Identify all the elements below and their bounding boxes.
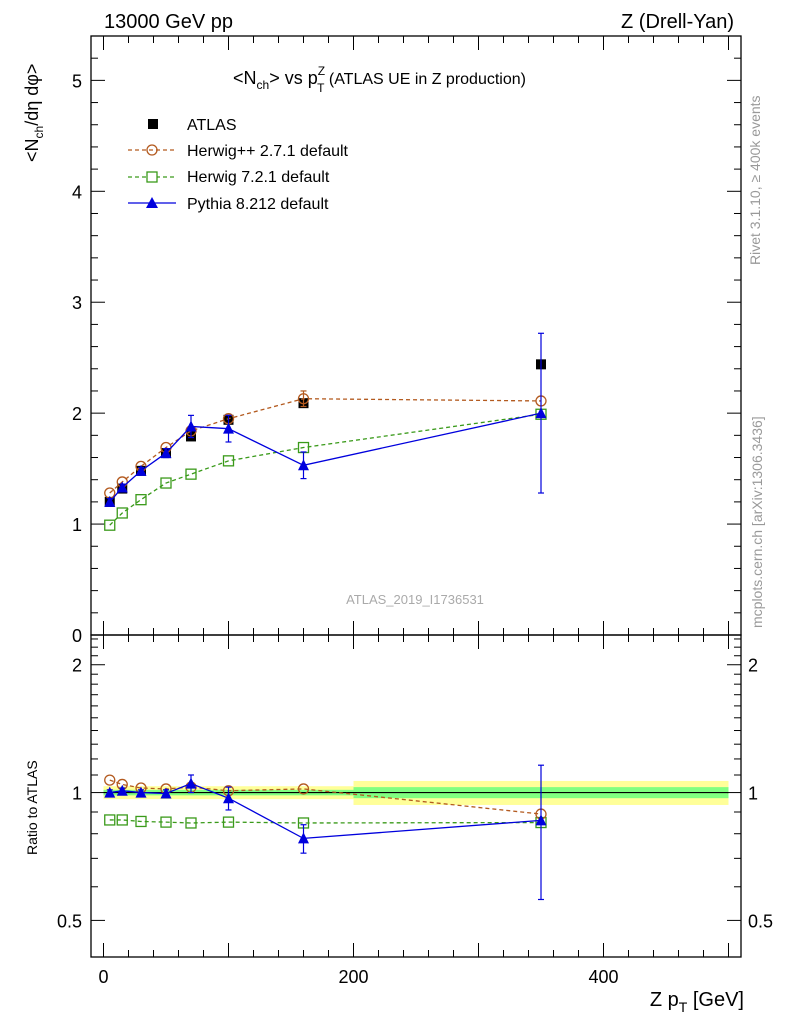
header-right: Z (Drell-Yan) [621, 11, 734, 33]
ratio-y-tick-label: 1 [72, 784, 82, 804]
ratio-herwig-7-2-1-default-point [222, 816, 235, 828]
legend-herwigpp-label: Herwig++ 2.7.1 default [187, 143, 349, 160]
ratio-herwig-7-2-1-default-line [109, 819, 542, 824]
plot-title-part-a: <N [233, 68, 257, 88]
main-herwig-7-2-1-default-point [116, 507, 128, 519]
ratio-ylabel: Ratio to ATLAS [24, 760, 40, 855]
ratio-pythia-8-212-default-point [160, 787, 172, 799]
ratio-pythia-8-212-default-point [535, 814, 547, 826]
main-herwig-2-7-1-default-line [109, 398, 542, 494]
legend-herwigpp-marker [146, 144, 158, 156]
plot-title: <Nch> vs pZ T (ATLAS UE in Z production) [233, 64, 526, 95]
ratio-herwig-2-7-1-default-point [104, 774, 116, 786]
main-herwig-7-2-1-default-point [185, 468, 197, 480]
legend-pythia-marker [146, 197, 158, 208]
main-herwig-2-7-1-default-point [297, 393, 310, 405]
ratio-pythia-8-212-default-point [135, 786, 147, 798]
ratio-herwig-2-7-1-default-line [109, 779, 542, 815]
main-y-tick-label: 5 [72, 71, 82, 91]
ratio-herwig-7-2-1-default-point [185, 817, 197, 829]
main-ylabel-b: /dη dφ> [22, 64, 42, 126]
legend-herwig7-label: Herwig 7.2.1 default [187, 169, 330, 186]
ratio-herwig-7-2-1-default-point [135, 815, 147, 828]
plot-title-part-b: > vs p [269, 68, 318, 88]
main-y-tick-label: 2 [72, 404, 82, 424]
ratio-pythia-8-212-default-point [223, 792, 234, 804]
main-pythia-8-212-default-point [185, 420, 197, 432]
main-pythia-8-212-default-point [135, 464, 147, 476]
plot-title-sub-a: ch [257, 78, 270, 92]
ratio-herwig-7-2-1-default-point [116, 814, 128, 826]
legend: ATLAS Herwig++ 2.7.1 default Herwig 7.2.… [128, 117, 349, 213]
main-pythia-8-212-default-point [160, 447, 172, 459]
main-pythia-8-212-default-point [535, 407, 547, 419]
main-herwig-7-2-1-default-point [222, 455, 235, 467]
ratio-xlabel-sub: T [679, 999, 688, 1015]
ratio-frame [90, 634, 742, 958]
main-axes: 0 1 2 3 4 5 [72, 35, 742, 646]
ratio-herwig-7-2-1-default-point [104, 814, 116, 826]
main-y-tick-label: 1 [72, 515, 82, 535]
main-plot-marks [104, 332, 547, 531]
main-herwig-7-2-1-default-point [135, 494, 147, 506]
ratio-axes: 0 200 400 0.5 0.5 1 1 2 2 [57, 634, 773, 987]
main-pythia-8-212-default-point [223, 422, 234, 434]
main-y-tick-label: 4 [72, 182, 82, 202]
legend-pythia-label: Pythia 8.212 default [187, 196, 329, 213]
main-herwig-7-2-1-default-line [109, 413, 542, 526]
ratio-pythia-8-212-default-point [104, 786, 116, 798]
analysis-watermark: ATLAS_2019_I1736531 [346, 592, 484, 607]
x-tick-label: 0 [98, 967, 108, 987]
plot-title-sub-b: T [317, 81, 325, 95]
mcplots-label: mcplots.cern.ch [arXiv:1306.3436] [749, 416, 765, 628]
main-pythia-8-212-default-point [104, 495, 116, 507]
main-pythia-8-212-default-point [116, 481, 128, 493]
ratio-pythia-8-212-default-point [185, 777, 197, 789]
ratio-pythia-8-212-default-point [298, 832, 309, 844]
header-left: 13000 GeV pp [104, 11, 233, 33]
ratio-y-tick-label-right: 1 [748, 784, 758, 804]
ratio-y-tick-label-right: 2 [748, 656, 758, 676]
ratio-xlabel-a: Z p [650, 989, 679, 1011]
main-y-tick-label: 3 [72, 293, 82, 313]
ratio-y-tick-label: 2 [72, 656, 82, 676]
main-pythia-8-212-default-point [298, 459, 309, 471]
plot-title-part-c: (ATLAS UE in Z production) [324, 71, 526, 88]
main-ylabel-a: <N [22, 138, 42, 162]
x-tick-label: 200 [338, 967, 368, 987]
ratio-xlabel: Z pT [GeV] [650, 989, 744, 1015]
main-herwig-7-2-1-default-point [160, 477, 172, 489]
ratio-y-tick-label: 0.5 [57, 911, 82, 931]
legend-herwig7-marker [146, 171, 158, 183]
x-tick-label: 400 [588, 967, 618, 987]
ratio-herwig-7-2-1-default-point [160, 816, 172, 828]
main-ylabel-sub: ch [32, 126, 46, 139]
legend-atlas-label: ATLAS [187, 117, 237, 134]
plot-title-sup-b: Z [318, 64, 325, 78]
main-ylabel: <Nch/dη dφ> [22, 64, 46, 162]
ratio-plot-marks [104, 764, 547, 901]
ratio-xlabel-b: [GeV] [687, 989, 744, 1011]
ratio-pythia-8-212-default-point [116, 784, 128, 796]
main-herwig-7-2-1-default-point [104, 519, 116, 531]
ratio-herwig-2-7-1-default-point [297, 783, 310, 795]
main-y-tick-label: 0 [72, 626, 82, 646]
ratio-y-tick-label-right: 0.5 [748, 911, 773, 931]
rivet-label: Rivet 3.1.10, ≥ 400k events [747, 95, 763, 265]
legend-atlas-marker [148, 119, 158, 129]
main-pythia-8-212-default-line [109, 412, 542, 503]
